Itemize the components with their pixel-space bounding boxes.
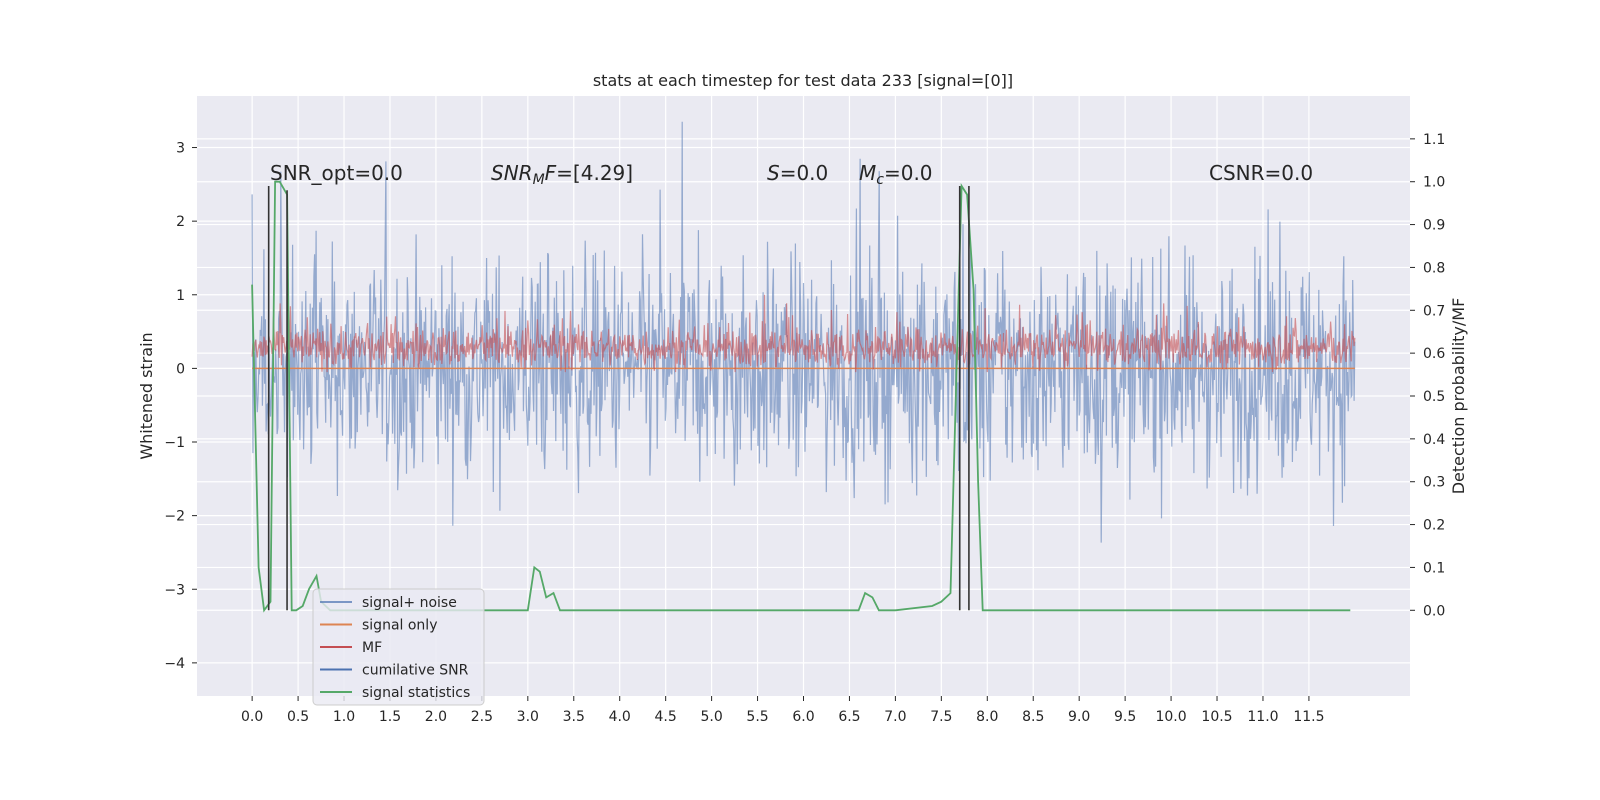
y-right-tick-label: 0.8 [1423, 260, 1445, 276]
annotation-s-value: =0.0 [780, 161, 829, 185]
x-tick-label: 0.5 [287, 709, 309, 725]
y-axis-ticks: 3 2 1 0 −1 −2 −3 −4 [164, 141, 197, 672]
series-signal-statistics [251, 180, 1351, 613]
legend-label: signal statistics [362, 685, 470, 701]
x-tick-label: 4.0 [609, 709, 631, 725]
y-right-tick-label: 0.7 [1423, 303, 1445, 319]
x-tick-label: 11.5 [1293, 709, 1324, 725]
x-tick-label: 1.5 [379, 709, 401, 725]
annotation-s-label: S [767, 161, 780, 185]
y-right-tick-label: 0.6 [1423, 346, 1445, 362]
annotation-mc-value: =0.0 [884, 161, 933, 185]
y-right-tick-label: 0.4 [1423, 432, 1445, 448]
noise-trace [251, 121, 1356, 543]
x-tick-label: 9.0 [1068, 709, 1090, 725]
y-axis-label: Whitened strain [137, 332, 156, 459]
x-tick-label: 11.0 [1247, 709, 1278, 725]
y-tick-label: 0 [176, 361, 185, 377]
y-tick-label: 3 [176, 141, 185, 157]
annotation-mc-label: M [859, 161, 876, 185]
series-signal-plus-noise [251, 121, 1356, 543]
x-tick-label: 5.5 [746, 709, 768, 725]
x-tick-label: 7.5 [930, 709, 952, 725]
annotation-snr-mf-label: SNR [491, 161, 533, 185]
annotation-snr-mf-value: =[4.29] [556, 161, 633, 185]
x-tick-label: 1.0 [333, 709, 355, 725]
x-tick-label: 5.0 [700, 709, 722, 725]
y-right-tick-label: 0.5 [1423, 389, 1445, 405]
y-right-tick-label: 0.1 [1423, 560, 1445, 576]
x-tick-label: 6.0 [792, 709, 814, 725]
x-tick-label: 6.5 [838, 709, 860, 725]
annotation-mc: Mc=0.0 [859, 161, 933, 188]
annotation-snr-mf-rest: F [545, 161, 557, 185]
y-right-tick-label: 1.1 [1423, 132, 1445, 148]
x-tick-label: 4.5 [655, 709, 677, 725]
vertical-markers [267, 186, 970, 611]
annotation-mc-sub: c [876, 172, 884, 188]
legend-box [312, 588, 485, 706]
x-tick-label: 2.0 [425, 709, 447, 725]
x-tick-label: 8.5 [1022, 709, 1044, 725]
x-axis-ticks: 0.0 0.5 1.0 1.5 2.0 2.5 3.0 3.5 4.0 4.5 5.0 5.5 6.0 6… [241, 696, 1325, 725]
chart-title: stats at each timestep for test data 233… [593, 71, 1013, 90]
x-tick-label: 10.0 [1155, 709, 1186, 725]
x-tick-label: 2.5 [471, 709, 493, 725]
series-mf [251, 294, 1356, 373]
y-right-tick-label: 0.2 [1423, 518, 1445, 534]
annotation-snr-mf-sub: M [533, 172, 545, 188]
annotation-snr-opt: SNR_opt=0.0 [270, 161, 403, 185]
x-tick-label: 3.0 [517, 709, 539, 725]
legend-label: MF [362, 640, 382, 656]
legend-label: signal only [362, 618, 437, 634]
y-tick-label: −4 [164, 656, 185, 672]
y-tick-label: −2 [164, 509, 185, 525]
x-tick-label: 0.0 [241, 709, 263, 725]
annotation-csnr: CSNR=0.0 [1209, 161, 1313, 185]
x-tick-label: 10.5 [1201, 709, 1232, 725]
legend-label: signal+ noise [362, 595, 457, 611]
x-tick-label: 7.0 [884, 709, 906, 725]
y-axis-right-ticks: 1.1 1.0 0.9 0.8 0.7 0.6 0.5 0.4 0.3 0.2 0.1 0.0 [1410, 132, 1445, 619]
annotation-s: S=0.0 [767, 161, 828, 185]
y-right-tick-label: 1.0 [1423, 175, 1445, 191]
mf-trace [251, 294, 1356, 373]
x-tick-label: 3.5 [563, 709, 585, 725]
y-tick-label: 2 [176, 214, 185, 230]
signal-statistics-line [251, 180, 1351, 613]
legend: signal+ noise signal only MF cumilative SNR… [312, 588, 485, 706]
y-tick-label: −3 [164, 582, 185, 598]
annotation-snr-mf: SNRMF=[4.29] [491, 161, 633, 188]
y-right-tick-label: 0.0 [1423, 603, 1445, 619]
y-tick-label: 1 [176, 288, 185, 304]
y-right-tick-label: 0.3 [1423, 475, 1445, 491]
y-tick-label: −1 [164, 435, 185, 451]
legend-label: cumilative SNR [362, 663, 469, 679]
y-right-tick-label: 0.9 [1423, 218, 1445, 234]
y-axis-right-label: Detection probability/MF [1449, 298, 1468, 495]
x-tick-label: 8.0 [976, 709, 998, 725]
x-tick-label: 9.5 [1114, 709, 1136, 725]
